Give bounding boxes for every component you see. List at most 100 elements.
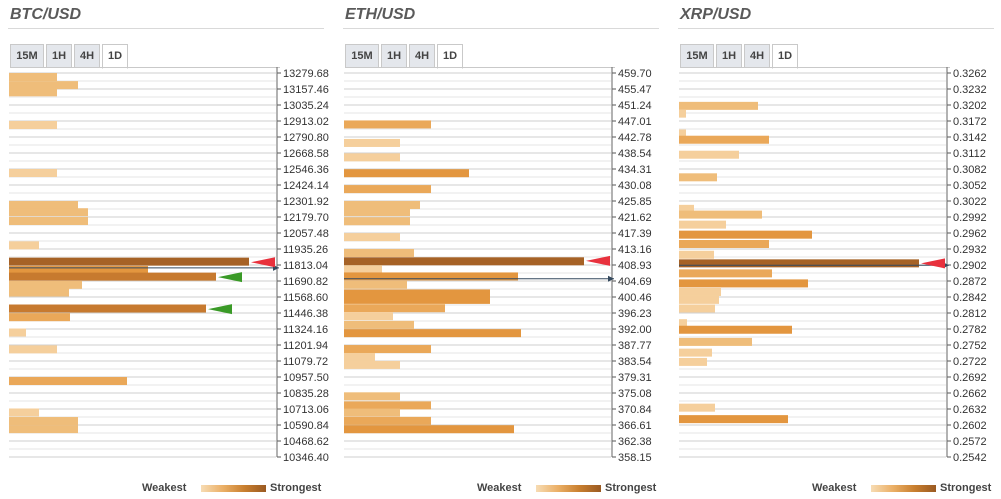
tick-label: 0.2752 [953, 340, 987, 352]
tick-label: 379.31 [618, 372, 652, 384]
level-bar [679, 337, 752, 346]
level-bar [344, 217, 410, 226]
level-bar [344, 265, 382, 274]
legend-weakest: Weakest [477, 482, 522, 494]
level-bar [344, 295, 490, 304]
tab-15m[interactable]: 15M [10, 44, 44, 68]
tick-label: 455.47 [618, 84, 652, 96]
tick-label: 0.2662 [953, 388, 987, 400]
level-bar [679, 239, 769, 248]
legend-strongest: Strongest [605, 482, 657, 494]
current-price-pointer [608, 275, 614, 282]
level-bar [9, 345, 57, 354]
tab-baseline [10, 67, 280, 68]
green-arrow-marker [208, 304, 232, 315]
level-bar [679, 101, 758, 110]
level-bar [344, 138, 400, 147]
tick-label: 12301.92 [283, 196, 329, 208]
tab-4h[interactable]: 4H [74, 44, 100, 68]
level-bar [344, 208, 410, 217]
tick-label: 421.62 [618, 212, 652, 224]
level-bar [344, 425, 514, 434]
level-bar [344, 304, 445, 313]
panel-eth-usd: ETH/USD 15M 1H 4H 1D 459.70 455.47 451.24 4… [343, 0, 663, 499]
tick-label: 442.78 [618, 132, 652, 144]
tick-label: 11446.38 [283, 308, 328, 320]
level-bar [679, 109, 686, 118]
level-bar [9, 425, 78, 434]
level-bar [679, 210, 762, 219]
tick-label: 0.2992 [953, 212, 987, 224]
tick-label: 11079.72 [283, 356, 328, 368]
tick-label: 13157.46 [283, 84, 329, 96]
tick-label: 12913.02 [283, 116, 329, 128]
level-bar [679, 325, 792, 334]
legend-strongest: Strongest [270, 482, 322, 494]
level-bar [344, 401, 431, 410]
tick-label: 417.39 [618, 228, 652, 240]
panel-title: ETH/USD [345, 6, 416, 23]
tick-label: 13279.68 [283, 68, 329, 80]
level-bar [344, 257, 584, 266]
level-bar [9, 169, 57, 178]
tick-label: 11568.60 [283, 292, 328, 304]
panel-title: BTC/USD [10, 6, 82, 23]
tick-label: 10713.06 [283, 404, 329, 416]
level-bar [344, 408, 400, 417]
tick-label: 0.2602 [953, 420, 987, 432]
level-bar [679, 295, 719, 304]
panel-xrp-usd: XRP/USD 15M 1H 4H 1D 0.3262 0.3232 0.3202 0… [678, 0, 998, 499]
tick-label: 413.16 [618, 244, 652, 256]
level-bar [344, 200, 420, 209]
title-divider [343, 28, 659, 29]
tick-label: 434.31 [618, 164, 652, 176]
level-bar [344, 248, 414, 257]
level-bar [9, 81, 78, 90]
tick-label: 11935.26 [283, 244, 328, 256]
tab-1d[interactable]: 1D [102, 44, 128, 69]
tick-label: 0.2572 [953, 436, 987, 448]
tick-label: 396.23 [618, 308, 652, 320]
tick-label: 0.2962 [953, 228, 987, 240]
level-bar [344, 360, 400, 369]
tab-1d[interactable]: 1D [437, 44, 463, 69]
level-bar [679, 403, 715, 412]
level-bar [344, 416, 431, 425]
level-bar [344, 392, 400, 401]
tick-label: 11813.04 [283, 260, 328, 272]
level-bar [9, 313, 70, 322]
tick-label: 408.93 [618, 260, 652, 272]
confluence-chart-btc: 13279.68 13157.46 13035.24 12913.02 12790.80… [9, 67, 329, 464]
tab-1d[interactable]: 1D [772, 44, 798, 69]
tab-15m[interactable]: 15M [345, 44, 379, 68]
level-bar [679, 279, 808, 288]
level-bar [344, 312, 393, 321]
level-bar [679, 129, 686, 138]
level-bar [344, 345, 431, 354]
tick-label: 438.54 [618, 148, 652, 160]
level-bar [679, 220, 726, 229]
tick-label: 0.2722 [953, 356, 987, 368]
level-bar [344, 352, 375, 361]
tab-4h[interactable]: 4H [744, 44, 770, 68]
level-bar [9, 120, 57, 129]
level-bar [344, 320, 414, 329]
level-bar [9, 73, 57, 82]
level-bar [9, 208, 88, 217]
level-bar [679, 415, 788, 424]
level-bar [9, 417, 78, 426]
tick-label: 11690.82 [283, 276, 328, 288]
level-bar [679, 173, 717, 182]
tick-label: 451.24 [618, 100, 652, 112]
tick-label: 387.77 [618, 340, 652, 352]
level-bar [9, 272, 216, 281]
level-bar [9, 266, 148, 275]
tick-label: 0.2632 [953, 404, 987, 416]
level-bar [679, 304, 715, 313]
level-bar [9, 288, 69, 297]
tick-label: 12546.36 [283, 164, 329, 176]
tab-1h[interactable]: 1H [716, 44, 742, 68]
level-bar [9, 328, 26, 337]
tick-label: 0.2842 [953, 292, 987, 304]
tab-baseline [345, 67, 615, 68]
